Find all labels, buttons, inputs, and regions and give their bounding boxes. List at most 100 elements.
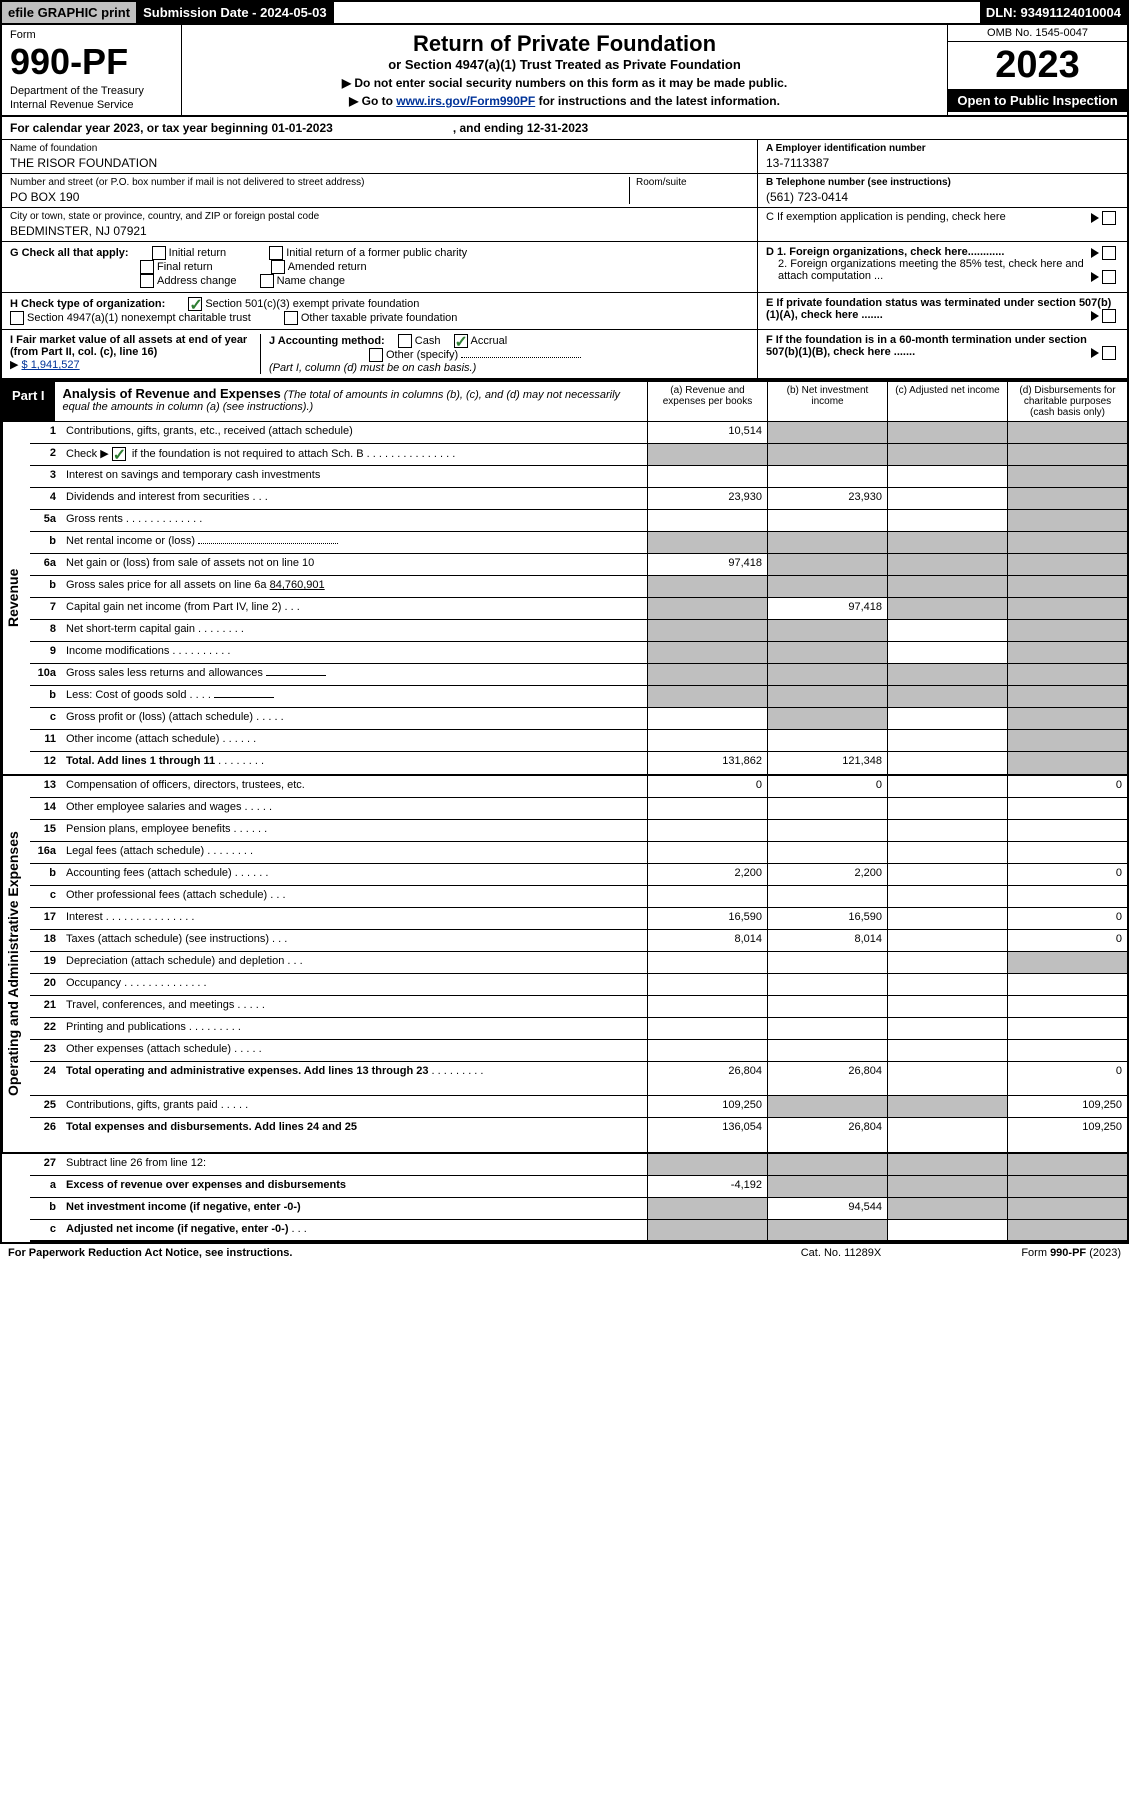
checkbox-501c3[interactable] xyxy=(188,297,202,311)
part1-header: Part I Analysis of Revenue and Expenses … xyxy=(2,380,1127,422)
irs-link[interactable]: www.irs.gov/Form990PF xyxy=(396,94,535,108)
row-5a: 5aGross rents . . . . . . . . . . . . . xyxy=(30,510,1127,532)
checkbox-final[interactable] xyxy=(140,260,154,274)
submission-date: Submission Date - 2024-05-03 xyxy=(137,2,334,23)
fmv-link[interactable]: $ 1,941,527 xyxy=(22,359,80,371)
checkbox-d1[interactable] xyxy=(1102,246,1116,260)
checkbox-other-method[interactable] xyxy=(369,348,383,362)
footer-left: For Paperwork Reduction Act Notice, see … xyxy=(8,1247,741,1259)
arrow-icon xyxy=(1091,248,1099,258)
row-6a: 6aNet gain or (loss) from sale of assets… xyxy=(30,554,1127,576)
form-note2: ▶ Go to www.irs.gov/Form990PF for instru… xyxy=(188,94,941,108)
identification-block: Name of foundation THE RISOR FOUNDATION … xyxy=(2,140,1127,242)
row-1: 1Contributions, gifts, grants, etc., rec… xyxy=(30,422,1127,444)
header-left: Form 990-PF Department of the Treasury I… xyxy=(2,25,182,115)
row-8: 8Net short-term capital gain . . . . . .… xyxy=(30,620,1127,642)
expenses-group: Operating and Administrative Expenses 13… xyxy=(2,776,1127,1154)
row-5b: bNet rental income or (loss) xyxy=(30,532,1127,554)
dln-label: DLN: 93491124010004 xyxy=(980,2,1127,23)
row-10b: bLess: Cost of goods sold . . . . xyxy=(30,686,1127,708)
arrow-icon xyxy=(1091,311,1099,321)
row-27c: cAdjusted net income (if negative, enter… xyxy=(30,1220,1127,1242)
col-c-header: (c) Adjusted net income xyxy=(887,382,1007,421)
part1-desc: Analysis of Revenue and Expenses (The to… xyxy=(55,382,647,421)
row-17: 17Interest . . . . . . . . . . . . . . .… xyxy=(30,908,1127,930)
arrow-icon xyxy=(1091,348,1099,358)
tax-year: 2023 xyxy=(948,42,1127,89)
efile-label: efile GRAPHIC print xyxy=(2,2,137,23)
top-bar: efile GRAPHIC print Submission Date - 20… xyxy=(2,2,1127,25)
row-22: 22Printing and publications . . . . . . … xyxy=(30,1018,1127,1040)
open-inspection: Open to Public Inspection xyxy=(948,89,1127,112)
phone-cell: B Telephone number (see instructions) (5… xyxy=(758,174,1127,208)
row-26: 26Total expenses and disbursements. Add … xyxy=(30,1118,1127,1152)
row-24: 24Total operating and administrative exp… xyxy=(30,1062,1127,1096)
checkbox-cash[interactable] xyxy=(398,334,412,348)
checkbox-other-tax[interactable] xyxy=(284,311,298,325)
row-13: 13Compensation of officers, directors, t… xyxy=(30,776,1127,798)
address-cell: Number and street (or P.O. box number if… xyxy=(2,174,757,208)
row-7: 7Capital gain net income (from Part IV, … xyxy=(30,598,1127,620)
row-10a: 10aGross sales less returns and allowanc… xyxy=(30,664,1127,686)
checkrow-h: H Check type of organization: Section 50… xyxy=(2,293,1127,330)
row-20: 20Occupancy . . . . . . . . . . . . . . xyxy=(30,974,1127,996)
checkbox-address[interactable] xyxy=(140,274,154,288)
footer-right: Form 990-PF (2023) xyxy=(941,1247,1121,1259)
expenses-sidelabel: Operating and Administrative Expenses xyxy=(2,776,30,1152)
form-header: Form 990-PF Department of the Treasury I… xyxy=(2,25,1127,117)
row-6b: bGross sales price for all assets on lin… xyxy=(30,576,1127,598)
checkbox-c[interactable] xyxy=(1102,211,1116,225)
row-2: 2Check ▶ if the foundation is not requir… xyxy=(30,444,1127,466)
row-25: 25Contributions, gifts, grants paid . . … xyxy=(30,1096,1127,1118)
foundation-name-cell: Name of foundation THE RISOR FOUNDATION xyxy=(2,140,757,174)
checkbox-name[interactable] xyxy=(260,274,274,288)
checkbox-initial[interactable] xyxy=(152,246,166,260)
revenue-sidelabel: Revenue xyxy=(2,422,30,774)
form-subtitle: or Section 4947(a)(1) Trust Treated as P… xyxy=(188,57,941,72)
calendar-year-row: For calendar year 2023, or tax year begi… xyxy=(2,117,1127,140)
header-center: Return of Private Foundation or Section … xyxy=(182,25,947,115)
page-footer: For Paperwork Reduction Act Notice, see … xyxy=(0,1244,1129,1262)
checkrow-ij: I Fair market value of all assets at end… xyxy=(2,330,1127,380)
exemption-cell: C If exemption application is pending, c… xyxy=(758,208,1127,226)
arrow-icon xyxy=(1091,272,1099,282)
checkbox-f[interactable] xyxy=(1102,346,1116,360)
row-16c: cOther professional fees (attach schedul… xyxy=(30,886,1127,908)
irs-label: Internal Revenue Service xyxy=(10,99,173,111)
row-27b: bNet investment income (if negative, ent… xyxy=(30,1198,1127,1220)
checkbox-schb[interactable] xyxy=(112,447,126,461)
footer-center: Cat. No. 11289X xyxy=(741,1247,941,1259)
row-3: 3Interest on savings and temporary cash … xyxy=(30,466,1127,488)
row27-group: 27Subtract line 26 from line 12: aExcess… xyxy=(30,1154,1127,1242)
row-12: 12Total. Add lines 1 through 11 . . . . … xyxy=(30,752,1127,774)
row-16a: 16aLegal fees (attach schedule) . . . . … xyxy=(30,842,1127,864)
row-16b: bAccounting fees (attach schedule) . . .… xyxy=(30,864,1127,886)
dept-label: Department of the Treasury xyxy=(10,85,173,97)
form-document: efile GRAPHIC print Submission Date - 20… xyxy=(0,0,1129,1244)
checkbox-accrual[interactable] xyxy=(454,334,468,348)
part1-table: Revenue 1Contributions, gifts, grants, e… xyxy=(2,422,1127,1242)
checkbox-4947[interactable] xyxy=(10,311,24,325)
checkbox-d2[interactable] xyxy=(1102,270,1116,284)
row-27a: aExcess of revenue over expenses and dis… xyxy=(30,1176,1127,1198)
revenue-group: Revenue 1Contributions, gifts, grants, e… xyxy=(2,422,1127,776)
checkbox-amended[interactable] xyxy=(271,260,285,274)
checkbox-initial-former[interactable] xyxy=(269,246,283,260)
row-10c: cGross profit or (loss) (attach schedule… xyxy=(30,708,1127,730)
row-15: 15Pension plans, employee benefits . . .… xyxy=(30,820,1127,842)
form-label: Form xyxy=(10,29,173,41)
checkbox-e[interactable] xyxy=(1102,309,1116,323)
row-21: 21Travel, conferences, and meetings . . … xyxy=(30,996,1127,1018)
form-title: Return of Private Foundation xyxy=(188,31,941,57)
part1-tab: Part I xyxy=(2,382,55,421)
row-27: 27Subtract line 26 from line 12: xyxy=(30,1154,1127,1176)
checkrow-g: G Check all that apply: Initial return I… xyxy=(2,242,1127,293)
row-19: 19Depreciation (attach schedule) and dep… xyxy=(30,952,1127,974)
col-b-header: (b) Net investment income xyxy=(767,382,887,421)
arrow-icon xyxy=(1091,213,1099,223)
row-9: 9Income modifications . . . . . . . . . … xyxy=(30,642,1127,664)
form-number: 990-PF xyxy=(10,41,173,83)
row-23: 23Other expenses (attach schedule) . . .… xyxy=(30,1040,1127,1062)
row-11: 11Other income (attach schedule) . . . .… xyxy=(30,730,1127,752)
ein-cell: A Employer identification number 13-7113… xyxy=(758,140,1127,174)
